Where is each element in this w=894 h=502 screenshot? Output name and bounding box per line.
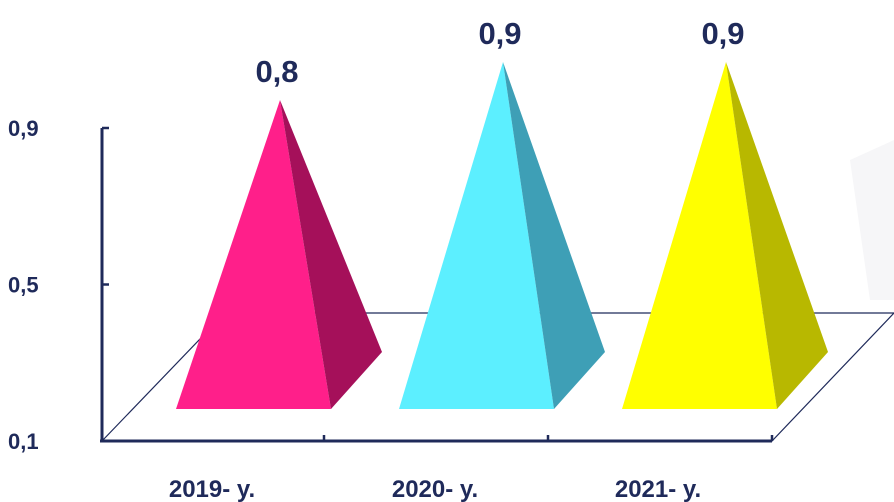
pyramid-side-face — [503, 62, 605, 409]
y-tick-label: 0,1 — [8, 429, 39, 454]
data-label: 0,9 — [701, 16, 744, 51]
y-tick-label: 0,9 — [8, 116, 39, 141]
pyramid-front-face — [622, 62, 777, 409]
background-decoration — [850, 140, 894, 300]
pyramid-side-face — [726, 62, 828, 409]
pyramid-series — [176, 62, 828, 409]
pyramid-front-face — [399, 62, 554, 409]
category-label: 2021- y. — [615, 476, 701, 502]
y-tick-label: 0,5 — [8, 273, 39, 298]
data-label: 0,9 — [478, 16, 521, 51]
data-label: 0,8 — [255, 54, 298, 89]
category-label: 2019- y. — [169, 476, 255, 502]
y-ticks: 0,1 0,5 0,9 — [8, 116, 109, 454]
pyramid-front-face — [176, 100, 331, 409]
x-ticks — [322, 435, 774, 441]
pyramid-side-face — [280, 100, 382, 409]
category-label: 2020- y. — [392, 476, 478, 502]
data-labels: 0,8 0,9 0,9 — [255, 16, 744, 89]
category-labels: 2019- y. 2020- y. 2021- y. — [169, 476, 701, 502]
